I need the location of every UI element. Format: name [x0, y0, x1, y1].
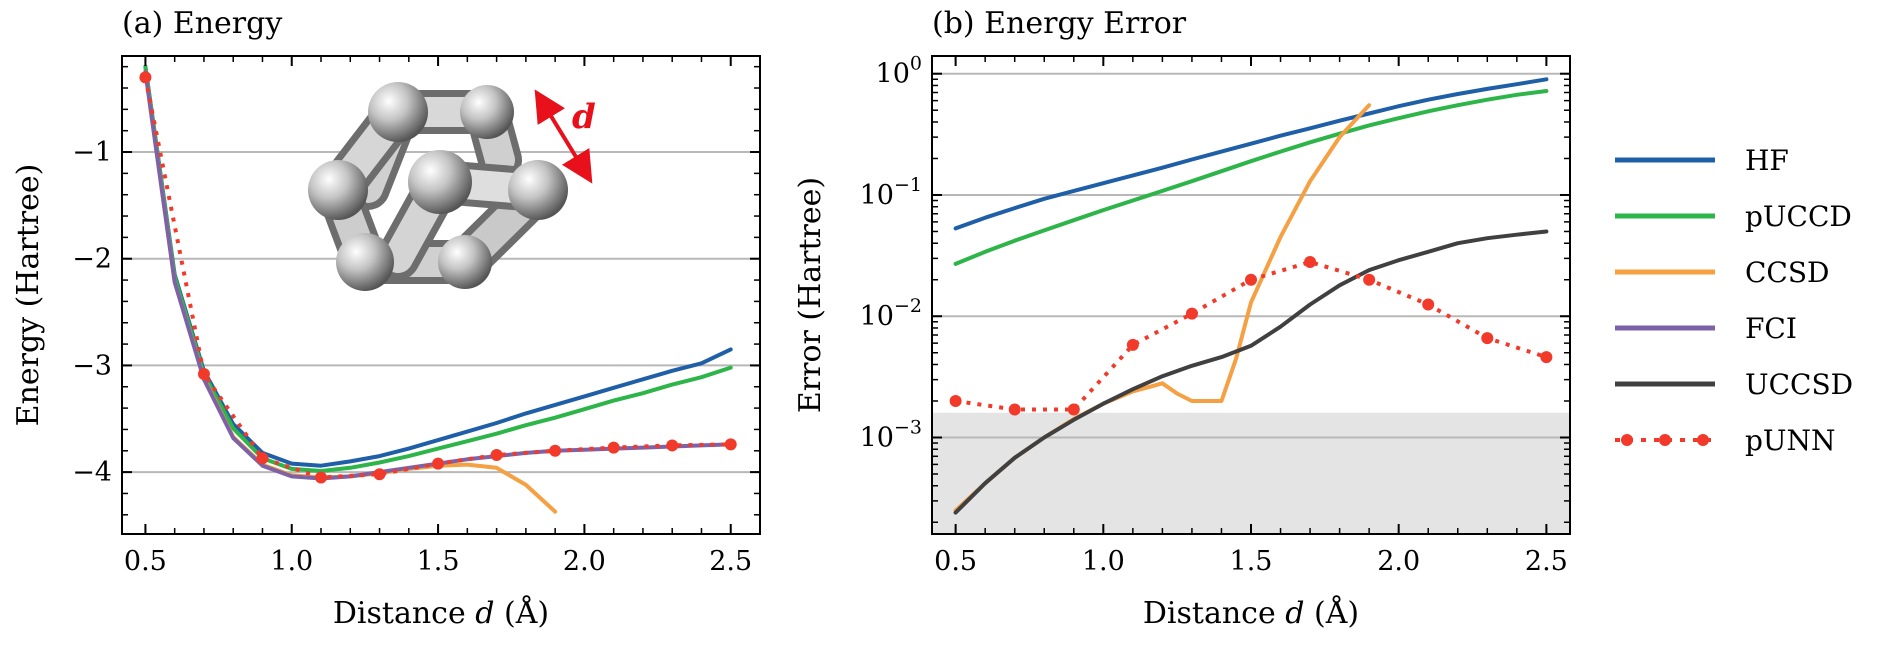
- energy-series: [139, 64, 737, 514]
- energy-point-punn: [724, 438, 737, 451]
- error-point-punn: [1185, 307, 1198, 320]
- error-gridlines: [932, 72, 1570, 439]
- error-x-tick-label: 1.0: [1082, 546, 1125, 577]
- energy-x-tick-label: 2.0: [563, 546, 606, 577]
- energy-point-punn: [256, 452, 269, 465]
- error-ticks: 100 10−1 10−2 10−3 0.5 1.0 1.5 2.0 2.5: [860, 53, 1570, 577]
- energy-point-punn: [666, 439, 679, 452]
- energy-ticks: −1 −2 −3 −4 0.5 1.0 1.5 2.0 2.5: [72, 56, 760, 577]
- error-y-tick-label: 10−3: [860, 416, 922, 453]
- energy-y-tick-label: −3: [72, 350, 112, 381]
- error-x-axis-label: Distance d (Å): [1143, 595, 1359, 631]
- error-point-punn: [1067, 403, 1080, 416]
- molecule-inset: d: [308, 82, 596, 291]
- chemical-accuracy-region: [932, 412, 1570, 534]
- distance-arrow: [534, 89, 593, 184]
- error-point-punn: [1008, 403, 1021, 416]
- energy-panel: (a) Energy: [11, 6, 761, 631]
- legend-label: CCSD: [1745, 256, 1829, 289]
- error-series-hf: [953, 77, 1549, 231]
- error-y-tick-label: 100: [876, 53, 922, 90]
- error-x-tick-label: 2.5: [1525, 546, 1568, 577]
- error-point-punn: [1126, 338, 1139, 351]
- energy-panel-title: (a) Energy: [122, 6, 282, 41]
- error-x-tick-label: 1.5: [1230, 546, 1273, 577]
- error-series: [949, 77, 1553, 515]
- legend-label: UCCSD: [1745, 368, 1853, 401]
- energy-y-tick-label: −2: [72, 244, 112, 275]
- error-panel-title: (b) Energy Error: [932, 6, 1187, 41]
- energy-x-tick-label: 1.5: [417, 546, 460, 577]
- error-point-punn: [1422, 298, 1435, 311]
- energy-plot-frame: [121, 55, 761, 535]
- error-series-puccd: [953, 89, 1549, 266]
- error-panel: (b) Energy Error 100 10−1 10−2 10−3 0.5 1.0 1.…: [793, 6, 1571, 631]
- legend: HF pUCCD CCSD FCI UCCSD pUNN: [1615, 144, 1853, 457]
- energy-point-punn: [607, 441, 620, 454]
- legend-item-uccsd: UCCSD: [1615, 368, 1853, 401]
- legend-marker: [1659, 434, 1671, 446]
- legend-item-hf: HF: [1615, 144, 1789, 177]
- error-point-punn: [949, 394, 962, 407]
- energy-x-tick-label: 0.5: [124, 546, 167, 577]
- energy-x-axis-label: Distance d (Å): [333, 595, 549, 631]
- energy-point-punn: [315, 471, 328, 484]
- energy-y-tick-label: −4: [72, 457, 112, 488]
- legend-item-punn: pUNN: [1615, 424, 1836, 457]
- error-y-tick-label: 10−1: [860, 174, 922, 211]
- energy-point-punn: [139, 71, 152, 84]
- distance-label: d: [572, 97, 596, 137]
- error-point-punn: [1363, 273, 1376, 286]
- energy-x-tick-label: 1.0: [270, 546, 313, 577]
- error-point-punn: [1540, 351, 1553, 364]
- legend-marker: [1621, 434, 1633, 446]
- energy-point-punn: [373, 468, 386, 481]
- error-point-punn: [1245, 273, 1257, 286]
- legend-item-fci: FCI: [1615, 312, 1797, 345]
- error-y-tick-label: 10−2: [860, 295, 922, 332]
- energy-y-axis-label: Energy (Hartree): [11, 164, 46, 427]
- error-x-tick-label: 2.0: [1377, 546, 1420, 577]
- energy-series-puccd: [143, 64, 733, 473]
- energy-y-tick-label: −1: [72, 137, 112, 168]
- energy-x-tick-label: 2.5: [709, 546, 752, 577]
- legend-item-ccsd: CCSD: [1615, 256, 1829, 289]
- legend-label: FCI: [1745, 312, 1797, 345]
- error-x-tick-label: 0.5: [934, 546, 977, 577]
- legend-marker: [1697, 434, 1709, 446]
- error-series-uccsd: [953, 229, 1549, 515]
- energy-series-hf: [143, 64, 733, 468]
- legend-label: pUCCD: [1745, 200, 1852, 233]
- molecule-atoms: [308, 82, 568, 291]
- legend-item-puccd: pUCCD: [1615, 200, 1852, 233]
- error-y-axis-label: Error (Hartree): [793, 177, 828, 413]
- energy-point-punn: [432, 457, 445, 470]
- energy-point-punn: [197, 367, 210, 380]
- error-point-punn: [1481, 332, 1494, 345]
- energy-point-punn: [549, 444, 562, 457]
- legend-label: HF: [1745, 144, 1789, 177]
- legend-label: pUNN: [1745, 424, 1836, 457]
- error-point-punn: [1304, 256, 1317, 269]
- energy-point-punn: [490, 449, 503, 462]
